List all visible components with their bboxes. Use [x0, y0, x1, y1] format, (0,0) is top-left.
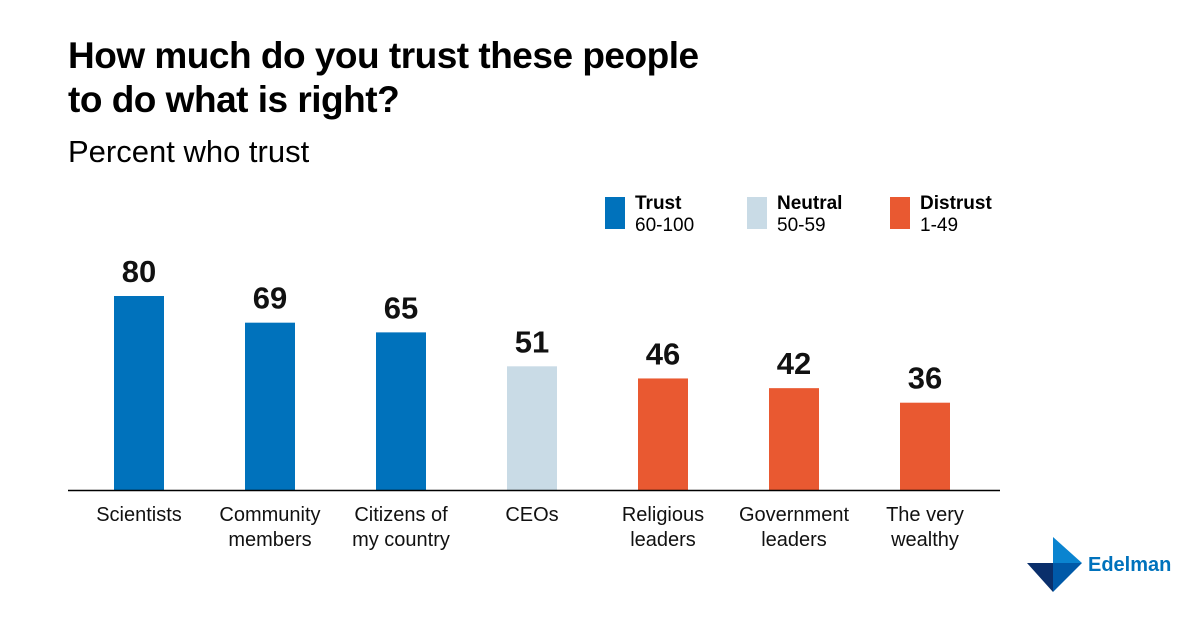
legend-swatch — [605, 197, 625, 229]
category-label: Government — [739, 504, 849, 526]
legend-item-neutral: Neutral 50-59 — [747, 193, 842, 237]
data-label: 36 — [908, 361, 942, 396]
bar-6 — [900, 402, 950, 490]
data-label: 46 — [646, 336, 680, 371]
data-label: 65 — [384, 290, 418, 325]
data-label: 51 — [515, 324, 549, 359]
category-label: wealthy — [890, 529, 959, 551]
data-label: 80 — [122, 254, 156, 289]
bar-4 — [638, 378, 688, 490]
category-label: Citizens of — [354, 504, 448, 526]
bar-0 — [114, 296, 164, 490]
legend-label: Distrust — [920, 193, 992, 214]
data-label: 42 — [777, 346, 811, 381]
category-label: The very — [886, 504, 964, 526]
bar-5 — [769, 388, 819, 490]
category-label: leaders — [630, 529, 696, 551]
category-label: CEOs — [505, 504, 558, 526]
category-label: my country — [352, 529, 450, 551]
legend-item-trust: Trust 60-100 — [605, 193, 694, 237]
category-label: Community — [219, 504, 320, 526]
legend-label: Neutral — [777, 193, 843, 214]
bar-1 — [245, 322, 295, 490]
data-label: 69 — [253, 281, 287, 316]
bar-2 — [376, 332, 426, 490]
chart-title: How much do you trust these people to do … — [68, 35, 699, 120]
brand-name: Edelman — [1088, 554, 1172, 576]
legend-swatch — [890, 197, 910, 229]
legend-label: Trust — [635, 193, 682, 214]
category-label: Scientists — [96, 504, 182, 526]
category-label: members — [228, 529, 311, 551]
legend-range: 50-59 — [777, 215, 826, 236]
bar-3 — [507, 366, 557, 490]
chart-subtitle: Percent who trust — [68, 134, 310, 169]
category-label: leaders — [761, 529, 827, 551]
legend-item-distrust: Distrust 1-49 — [890, 193, 992, 237]
legend-range: 1-49 — [920, 215, 959, 236]
category-label: Religious — [622, 504, 704, 526]
legend-range: 60-100 — [635, 215, 695, 236]
legend-swatch — [747, 197, 767, 229]
